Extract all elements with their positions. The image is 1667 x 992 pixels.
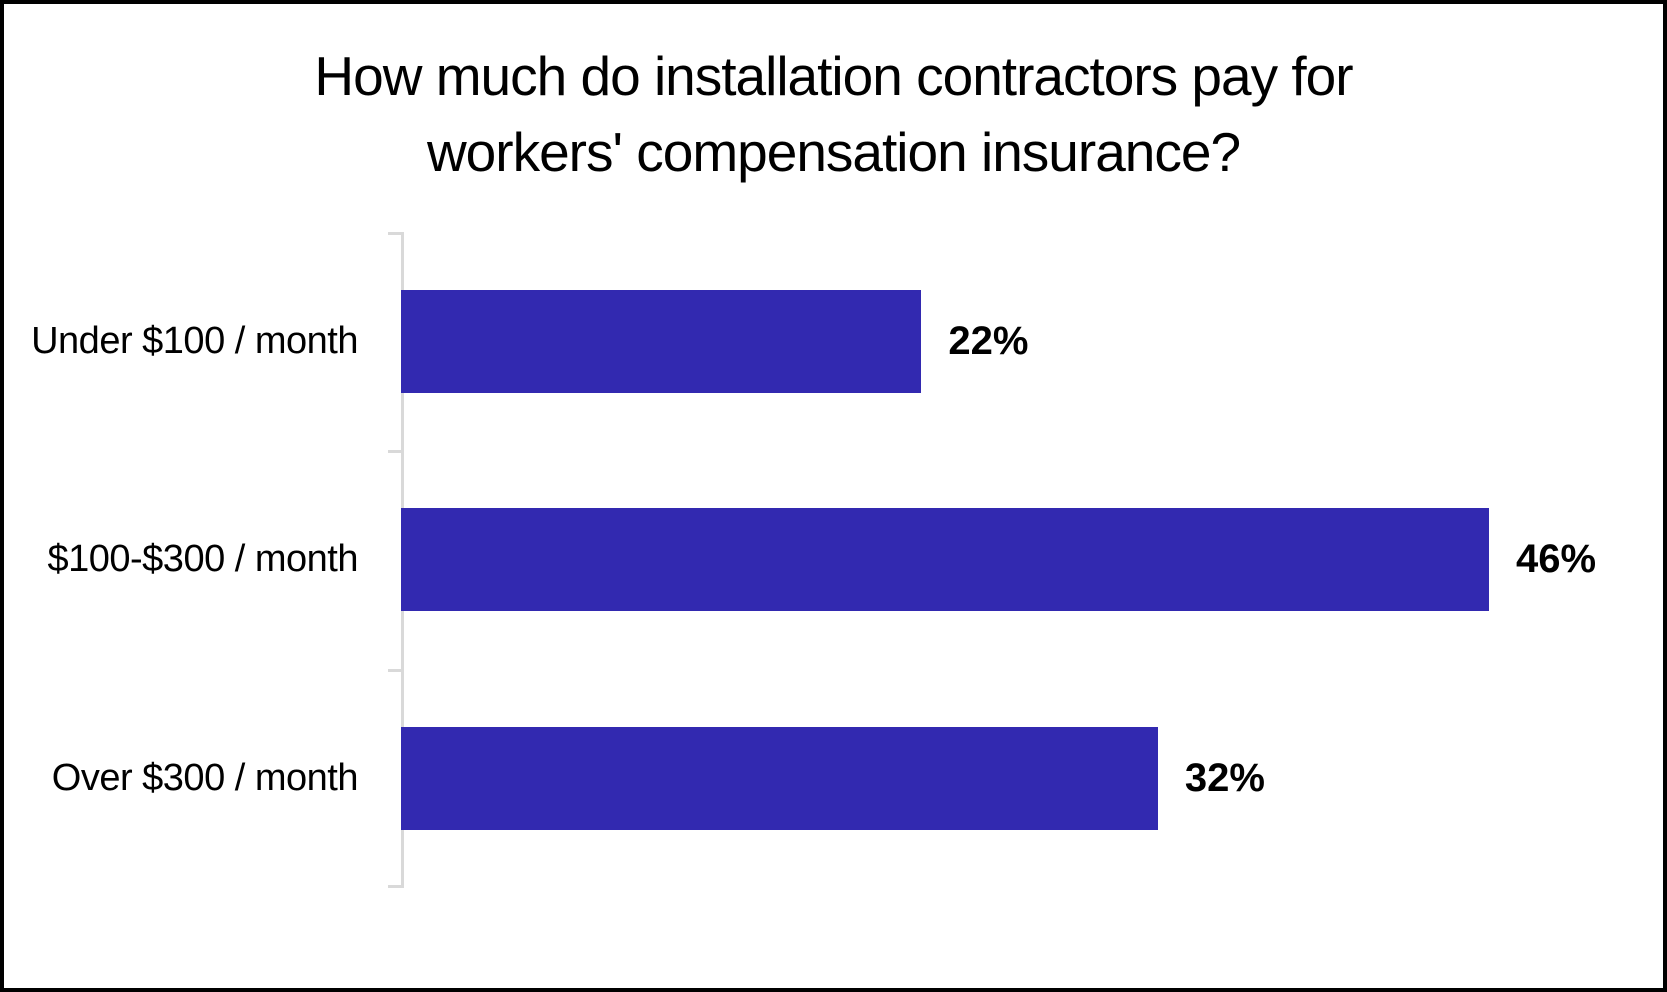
bar-area: 22% (401, 232, 1663, 451)
bar (401, 727, 1158, 831)
value-label: 32% (1184, 756, 1265, 801)
category-label: Under $100 / month (31, 319, 358, 362)
value-label: 46% (1516, 537, 1597, 582)
category-label: $100-$300 / month (47, 538, 358, 581)
bar-area: 32% (401, 669, 1663, 888)
bar (401, 289, 922, 393)
axis-tick (388, 669, 401, 672)
chart-title: How much do installation contractors pay… (4, 38, 1663, 190)
chart-row: Over $300 / month 32% (4, 669, 1663, 888)
bar (401, 508, 1489, 612)
bar-area: 46% (401, 451, 1663, 670)
chart-row: Under $100 / month 22% (4, 232, 1663, 451)
axis-tick (388, 232, 401, 235)
plot-area: Under $100 / month 22% $100-$300 / month 46… (4, 232, 1663, 888)
axis-tick (388, 450, 401, 453)
value-label: 22% (948, 318, 1029, 363)
chart-row: $100-$300 / month 46% (4, 451, 1663, 670)
chart-title-line-1: How much do installation contractors pay… (314, 45, 1353, 107)
axis-tick (388, 885, 401, 888)
chart-title-line-2: workers' compensation insurance? (426, 121, 1241, 183)
category-label: Over $300 / month (51, 757, 359, 800)
